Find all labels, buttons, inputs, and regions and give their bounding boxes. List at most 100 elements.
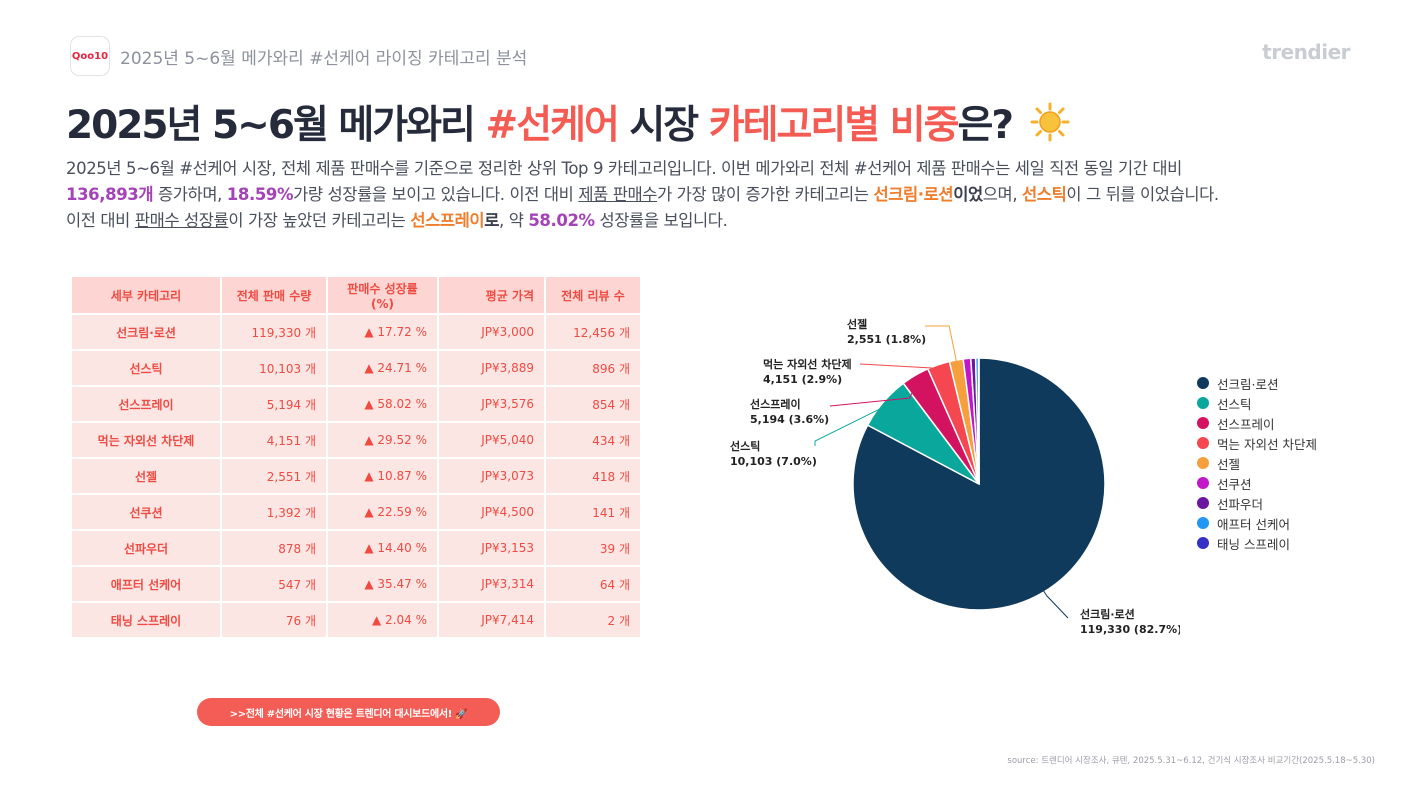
cell-category: 선스프레이 [70, 385, 222, 423]
sun-icon [1030, 102, 1070, 142]
table-row: 선젤 2,551 개 ▲ 10.87 % JP¥3,073 418 개 [70, 457, 642, 495]
label-leader-line [814, 405, 888, 446]
cell-reviews: 39 개 [544, 529, 642, 567]
slice-label-name: 선스프레이 [750, 397, 801, 411]
label-leader-line [1041, 587, 1069, 619]
cell-growth: ▲ 29.52 % [326, 421, 439, 459]
label-leader-line [925, 325, 958, 366]
cell-sales: 119,330 개 [220, 313, 328, 351]
legend-swatch [1197, 457, 1209, 469]
legend-swatch [1197, 477, 1209, 489]
desc-text: 성장률을 보입니다. [594, 211, 728, 230]
legend-swatch [1197, 397, 1209, 409]
cell-growth: ▲ 22.59 % [326, 493, 439, 531]
report-subtitle: 2025년 5~6월 메가와리 #선케어 라이징 카테고리 분석 [120, 49, 528, 69]
desc-underlined: 제품 판매수 [578, 185, 658, 204]
qoo10-logo: Qoo10 [70, 36, 110, 76]
table-row: 선크림·로션 119,330 개 ▲ 17.72 % JP¥3,000 12,456 개 [70, 313, 642, 351]
cell-sales: 547 개 [220, 565, 328, 603]
table-row: 먹는 자외선 차단제 4,151 개 ▲ 29.52 % JP¥5,040 434 개 [70, 421, 642, 459]
table-row: 선파우더 878 개 ▲ 14.40 % JP¥3,153 39 개 [70, 529, 642, 567]
description-line: 이전 대비 판매수 성장률이 가장 높았던 카테고리는 선스프레이로, 약 58… [66, 208, 1356, 234]
cell-category: 선크림·로션 [70, 313, 222, 351]
desc-text: 으며, [982, 185, 1023, 204]
sales-increase: 136,893개 [66, 185, 154, 204]
slice-label-name: 선크림·로션 [1080, 607, 1135, 621]
desc-bold: 이었 [953, 185, 983, 204]
slice-label-value: 2,551 (1.8%) [847, 333, 926, 346]
top-growth-category: 선스프레이 [410, 211, 485, 230]
table-row: 태닝 스프레이 76 개 ▲ 2.04 % JP¥7,414 2 개 [70, 601, 642, 639]
desc-bold: 로 [484, 211, 499, 230]
slice-label-value: 119,330 (82.7%) [1080, 623, 1180, 636]
cell-price: JP¥3,073 [437, 457, 546, 495]
cell-growth: ▲ 35.47 % [326, 565, 439, 603]
desc-text: 2025년 5~6월 #선케어 시장, 전체 제품 판매수를 기준으로 정리한 … [66, 159, 1182, 178]
cell-price: JP¥3,000 [437, 313, 546, 351]
cell-growth: ▲ 10.87 % [326, 457, 439, 495]
cell-sales: 76 개 [220, 601, 328, 639]
cell-price: JP¥5,040 [437, 421, 546, 459]
legend-item: 먹는 자외선 차단제 [1197, 433, 1317, 453]
cell-growth: ▲ 14.40 % [326, 529, 439, 567]
description-line: 2025년 5~6월 #선케어 시장, 전체 제품 판매수를 기준으로 정리한 … [66, 156, 1356, 182]
source-note: source: 트렌디어 시장조사, 큐텐, 2025.5.31~6.12, 건… [1007, 756, 1375, 766]
cell-growth: ▲ 58.02 % [326, 385, 439, 423]
legend-label: 선파우더 [1217, 496, 1264, 512]
header-sales: 전체 판매 수량 [220, 275, 328, 315]
cell-reviews: 64 개 [544, 565, 642, 603]
label-leader-line [829, 379, 919, 407]
slice-label-name: 먹는 자외선 차단제 [763, 357, 852, 371]
desc-text: 가 가장 많이 증가한 카테고리는 [657, 185, 874, 204]
header-growth: 판매수 성장률(%) [326, 275, 439, 315]
legend-label: 선스프레이 [1217, 416, 1275, 432]
legend-label: 선쿠션 [1217, 476, 1252, 492]
cell-sales: 878 개 [220, 529, 328, 567]
legend-swatch [1197, 417, 1209, 429]
slice-label-value: 4,151 (2.9%) [763, 373, 842, 386]
growth-rate: 18.59% [226, 185, 294, 204]
cell-reviews: 141 개 [544, 493, 642, 531]
description: 2025년 5~6월 #선케어 시장, 전체 제품 판매수를 기준으로 정리한 … [66, 156, 1356, 234]
title-part: 은? [957, 103, 1014, 148]
legend-label: 선젤 [1217, 456, 1241, 472]
cell-reviews: 12,456 개 [544, 313, 642, 351]
desc-text: 가량 성장률을 보이고 있습니다. 이전 대비 [293, 185, 579, 204]
cell-category: 선젤 [70, 457, 222, 495]
slice-label-value: 5,194 (3.6%) [750, 413, 829, 426]
cell-reviews: 418 개 [544, 457, 642, 495]
legend-swatch [1197, 517, 1209, 529]
legend-item: 애프터 선케어 [1197, 513, 1317, 533]
cell-price: JP¥3,314 [437, 565, 546, 603]
cell-sales: 5,194 개 [220, 385, 328, 423]
title-part: 시장 [617, 103, 709, 148]
slice-label-name: 선젤 [847, 317, 867, 331]
desc-text: 이전 대비 [66, 211, 135, 230]
cell-reviews: 2 개 [544, 601, 642, 639]
cell-price: JP¥4,500 [437, 493, 546, 531]
legend-swatch [1197, 377, 1209, 389]
header-category: 세부 카테고리 [70, 275, 222, 315]
cell-category: 선스틱 [70, 349, 222, 387]
desc-text: , 약 [499, 211, 529, 230]
slice-label-name: 선스틱 [730, 439, 760, 453]
cell-price: JP¥7,414 [437, 601, 546, 639]
cell-growth: ▲ 24.71 % [326, 349, 439, 387]
table-row: 선쿠션 1,392 개 ▲ 22.59 % JP¥4,500 141 개 [70, 493, 642, 531]
legend-item: 선스프레이 [1197, 413, 1317, 433]
cell-sales: 4,151 개 [220, 421, 328, 459]
cell-growth: ▲ 2.04 % [326, 601, 439, 639]
cell-reviews: 854 개 [544, 385, 642, 423]
legend-label: 선스틱 [1217, 396, 1252, 412]
title-part: 2025년 5~6월 메가와리 [66, 103, 486, 148]
table-row: 선스프레이 5,194 개 ▲ 58.02 % JP¥3,576 854 개 [70, 385, 642, 423]
title-highlight-tag: #선케어 [485, 103, 620, 148]
label-leader-line [859, 363, 941, 370]
category-table: 세부 카테고리 전체 판매 수량 판매수 성장률(%) 평균 가격 전체 리뷰 … [70, 275, 642, 639]
cell-sales: 10,103 개 [220, 349, 328, 387]
legend-item: 선크림·로션 [1197, 373, 1317, 393]
cell-category: 선쿠션 [70, 493, 222, 531]
desc-text: 이 그 뒤를 이었습니다. [1066, 185, 1219, 204]
dashboard-cta-button[interactable]: >>전체 #선케어 시장 현황은 트렌디어 대시보드에서! 🚀 [197, 698, 500, 726]
cell-price: JP¥3,153 [437, 529, 546, 567]
